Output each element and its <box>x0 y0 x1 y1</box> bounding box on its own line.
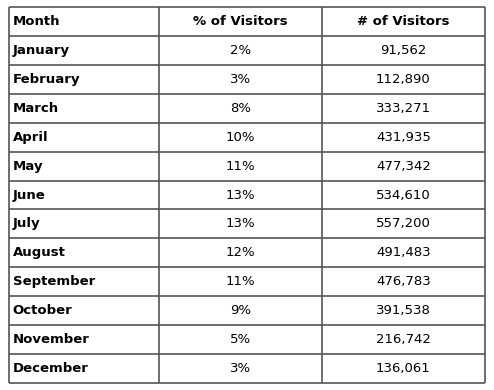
Bar <box>322 123 485 152</box>
Bar <box>9 152 159 181</box>
Text: 91,562: 91,562 <box>380 44 427 57</box>
Text: 477,342: 477,342 <box>376 160 431 173</box>
Bar <box>9 209 159 238</box>
Text: May: May <box>13 160 43 173</box>
Bar <box>322 354 485 383</box>
Bar <box>322 296 485 325</box>
Text: 333,271: 333,271 <box>376 102 431 115</box>
Text: 112,890: 112,890 <box>376 73 431 86</box>
Bar <box>322 325 485 354</box>
Text: March: March <box>13 102 59 115</box>
Bar <box>9 181 159 209</box>
Text: 11%: 11% <box>226 160 255 173</box>
Bar <box>322 94 485 123</box>
Bar <box>322 36 485 65</box>
Bar <box>159 65 322 94</box>
Text: 5%: 5% <box>230 333 251 346</box>
Bar <box>9 238 159 267</box>
Text: 2%: 2% <box>230 44 251 57</box>
Bar <box>9 36 159 65</box>
Bar <box>9 296 159 325</box>
Bar <box>159 7 322 36</box>
Bar <box>9 123 159 152</box>
Text: 491,483: 491,483 <box>376 246 431 259</box>
Text: 216,742: 216,742 <box>376 333 431 346</box>
Bar <box>9 267 159 296</box>
Bar <box>159 325 322 354</box>
Text: 136,061: 136,061 <box>376 362 431 375</box>
Text: # of Visitors: # of Visitors <box>357 15 450 28</box>
Text: February: February <box>13 73 81 86</box>
Text: 8%: 8% <box>230 102 251 115</box>
Text: 10%: 10% <box>226 131 255 144</box>
Bar <box>159 296 322 325</box>
Text: 13%: 13% <box>226 217 255 230</box>
Text: Month: Month <box>13 15 60 28</box>
Bar <box>159 123 322 152</box>
Text: % of Visitors: % of Visitors <box>193 15 288 28</box>
Bar <box>159 267 322 296</box>
Bar <box>9 7 159 36</box>
Text: December: December <box>13 362 89 375</box>
Text: July: July <box>13 217 41 230</box>
Bar <box>159 94 322 123</box>
Text: 3%: 3% <box>230 362 251 375</box>
Bar <box>159 238 322 267</box>
Bar <box>159 181 322 209</box>
Text: October: October <box>13 304 73 317</box>
Bar <box>159 36 322 65</box>
Text: 557,200: 557,200 <box>376 217 431 230</box>
Text: August: August <box>13 246 66 259</box>
Text: 391,538: 391,538 <box>376 304 431 317</box>
Bar <box>9 65 159 94</box>
Text: 476,783: 476,783 <box>376 275 431 288</box>
Text: November: November <box>13 333 90 346</box>
Text: 3%: 3% <box>230 73 251 86</box>
Bar <box>159 354 322 383</box>
Bar <box>322 209 485 238</box>
Bar <box>322 181 485 209</box>
Text: 534,610: 534,610 <box>376 188 431 202</box>
Text: 12%: 12% <box>226 246 255 259</box>
Text: 11%: 11% <box>226 275 255 288</box>
Text: June: June <box>13 188 45 202</box>
Text: 9%: 9% <box>230 304 251 317</box>
Bar <box>9 94 159 123</box>
Text: 13%: 13% <box>226 188 255 202</box>
Text: April: April <box>13 131 48 144</box>
Bar <box>322 238 485 267</box>
Bar <box>159 152 322 181</box>
Text: September: September <box>13 275 95 288</box>
Bar <box>159 209 322 238</box>
Bar <box>322 152 485 181</box>
Bar <box>322 267 485 296</box>
Bar <box>322 7 485 36</box>
Bar <box>9 325 159 354</box>
Text: 431,935: 431,935 <box>376 131 431 144</box>
Bar <box>322 65 485 94</box>
Text: January: January <box>13 44 70 57</box>
Bar <box>9 354 159 383</box>
